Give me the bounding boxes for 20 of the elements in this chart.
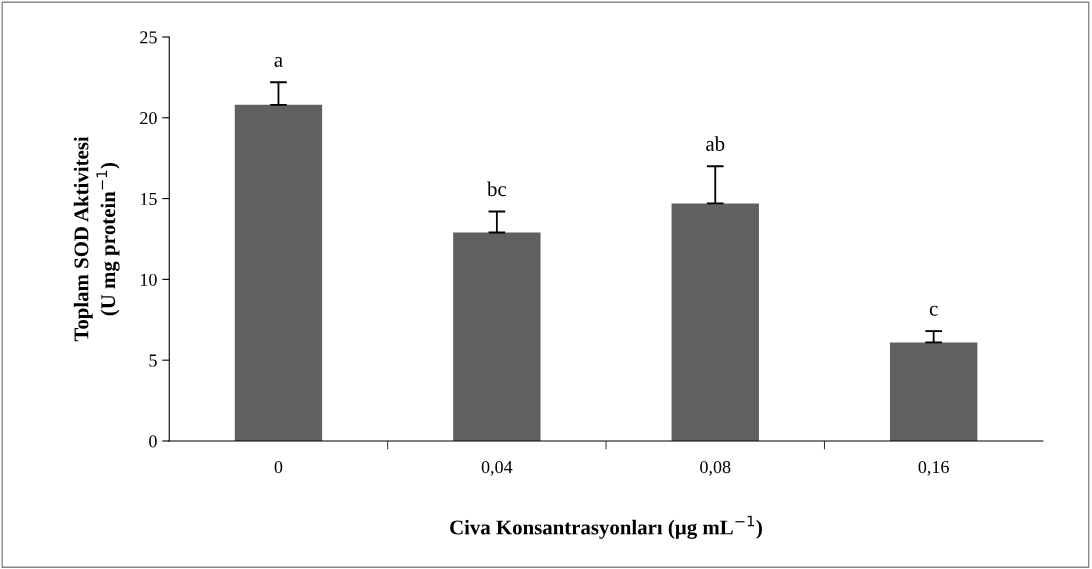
x-tick-label: 0,04: [481, 460, 513, 476]
x-axis-title: Civa Konsantrasyonları (µg mL$^{−1}$): [450, 515, 762, 539]
y-tick-label: 5: [149, 354, 157, 367]
annotation: bc: [487, 181, 507, 197]
x-tick-label: 0,16: [918, 460, 949, 476]
y-tick-label: 10: [140, 273, 157, 286]
bar: [671, 203, 759, 441]
y-axis-title: Toplam SOD Aktivitesi (U mg protein$^{−1}$): [73, 136, 120, 342]
annotation: ab: [706, 136, 725, 151]
x-tick-label: 0: [274, 460, 283, 474]
bar: [889, 342, 978, 441]
annotation: a: [274, 56, 283, 67]
bar: [453, 232, 541, 441]
annotation: c: [929, 305, 938, 316]
x-tick-label: 0,08: [700, 460, 731, 476]
y-tick-label: 15: [140, 192, 157, 206]
y-tick-label: 0: [149, 435, 157, 448]
y-tick-label: 20: [140, 112, 157, 125]
y-tick-label: 25: [140, 31, 157, 44]
bar: [234, 104, 323, 441]
